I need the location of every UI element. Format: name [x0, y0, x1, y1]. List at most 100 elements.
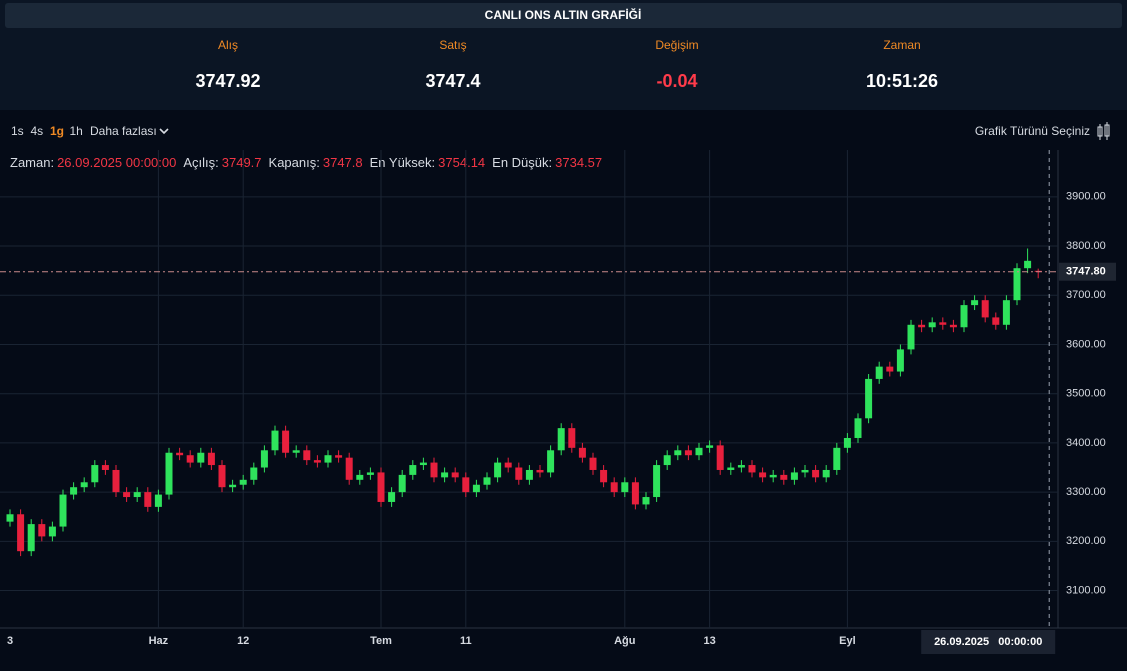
- candle-body: [80, 482, 88, 488]
- candle-body: [928, 322, 936, 328]
- candle-body: [197, 452, 205, 463]
- candle-body: [1013, 268, 1021, 301]
- candle-body: [218, 465, 226, 488]
- candle-body: [578, 447, 586, 458]
- candle-body: [706, 445, 714, 448]
- candle-body: [144, 492, 152, 507]
- candle-body: [409, 465, 417, 475]
- candle-body: [536, 469, 544, 473]
- candle-body: [494, 462, 502, 478]
- y-tick-label: 3700.00: [1066, 289, 1106, 301]
- interval-button[interactable]: 1g: [50, 124, 64, 138]
- candle-body: [833, 447, 841, 470]
- candle-body: [504, 462, 512, 468]
- candle-body: [621, 482, 629, 493]
- candle-body: [780, 474, 788, 480]
- title: CANLI ONS ALTIN GRAFİĞİ: [485, 7, 642, 22]
- candle-body: [653, 465, 661, 498]
- x-tick-label: Haz: [149, 635, 169, 647]
- candle-body: [631, 482, 639, 505]
- chart-type-button[interactable]: Grafik Türünü Seçiniz: [975, 124, 1090, 138]
- candle-body: [282, 430, 290, 453]
- candle-body: [472, 484, 480, 493]
- candle-body: [515, 467, 523, 480]
- quote-value: 3747.4: [425, 71, 480, 91]
- candle-body: [441, 472, 449, 478]
- chart-type-icon: [1097, 122, 1110, 140]
- candle-body: [557, 428, 565, 451]
- quote-value: 3747.92: [195, 71, 260, 91]
- candle-body: [239, 479, 247, 485]
- candle-body: [345, 457, 353, 480]
- info-label: En Yüksek:: [370, 155, 436, 170]
- x-tick-label: 13: [703, 635, 715, 647]
- candle-body: [568, 428, 576, 448]
- candle-body: [1002, 300, 1010, 325]
- candle-body: [674, 450, 682, 456]
- title-bar: [5, 3, 1122, 28]
- x-tick-label: 3: [7, 635, 13, 647]
- candle-body: [207, 452, 215, 466]
- cursor-box: [921, 630, 1056, 654]
- candle-body: [960, 305, 968, 328]
- interval-button[interactable]: 4s: [31, 124, 44, 138]
- candle-body: [525, 469, 533, 480]
- quote-value: -0.04: [656, 71, 697, 91]
- candle-body: [854, 418, 862, 438]
- candle-body: [260, 450, 268, 468]
- interval-button[interactable]: 1h: [70, 124, 83, 138]
- info-label: Kapanış:: [269, 155, 320, 170]
- candle-body: [38, 524, 46, 537]
- info-label: En Düşük:: [492, 155, 552, 170]
- candle-body: [313, 460, 321, 463]
- candle-body: [419, 462, 427, 466]
- candle-body: [769, 474, 777, 478]
- chart-bg: [0, 110, 1127, 666]
- candle-body: [48, 526, 56, 537]
- candle-body: [812, 469, 820, 478]
- candle-body: [748, 465, 756, 473]
- candle-body: [303, 450, 311, 461]
- candle-body: [186, 455, 194, 463]
- info-value: 3754.14: [438, 155, 485, 170]
- candle-body: [790, 472, 798, 480]
- candle-body: [971, 300, 979, 306]
- candle-body: [165, 452, 173, 495]
- y-tick-label: 3600.00: [1066, 338, 1106, 350]
- candle-body: [17, 514, 25, 552]
- info-value: 26.09.2025 00:00:00: [57, 155, 176, 170]
- candle-body: [123, 492, 131, 498]
- quote-label: Değişim: [655, 38, 698, 52]
- candle-body: [176, 452, 184, 456]
- x-tick-label: 11: [460, 635, 472, 647]
- info-value: 3747.8: [323, 155, 363, 170]
- candle-body: [101, 465, 109, 470]
- interval-button[interactable]: 1s: [11, 124, 24, 138]
- candle-body: [843, 437, 851, 448]
- candle-body: [366, 472, 374, 475]
- more-button[interactable]: Daha fazlası: [90, 124, 157, 138]
- candle-body: [896, 349, 904, 372]
- candle-body: [250, 467, 258, 480]
- candle-body: [324, 455, 332, 463]
- info-label: Açılış:: [183, 155, 218, 170]
- candle-body: [154, 494, 162, 507]
- candle-body: [600, 469, 608, 483]
- candle-body: [1024, 260, 1032, 269]
- quote-label: Satış: [439, 38, 466, 52]
- candle-body: [6, 514, 14, 522]
- candle-body: [949, 324, 957, 328]
- candle-body: [727, 467, 735, 470]
- candle-body: [112, 469, 120, 493]
- last-price-label: 3747.80: [1066, 266, 1106, 278]
- candle-body: [59, 494, 67, 527]
- candle-body: [992, 317, 1000, 325]
- chevron: [159, 128, 169, 135]
- candle-body: [886, 366, 894, 372]
- candle-body: [907, 324, 915, 350]
- candle-body: [939, 322, 947, 325]
- candle-body: [822, 469, 830, 478]
- y-tick-label: 3200.00: [1066, 535, 1106, 547]
- toolbar: 1s 4s 1g 1h Daha fazlası Grafik Türünü Seçini…: [11, 122, 1110, 140]
- cursor-label: 26.09.2025 00:00:00: [934, 636, 1042, 648]
